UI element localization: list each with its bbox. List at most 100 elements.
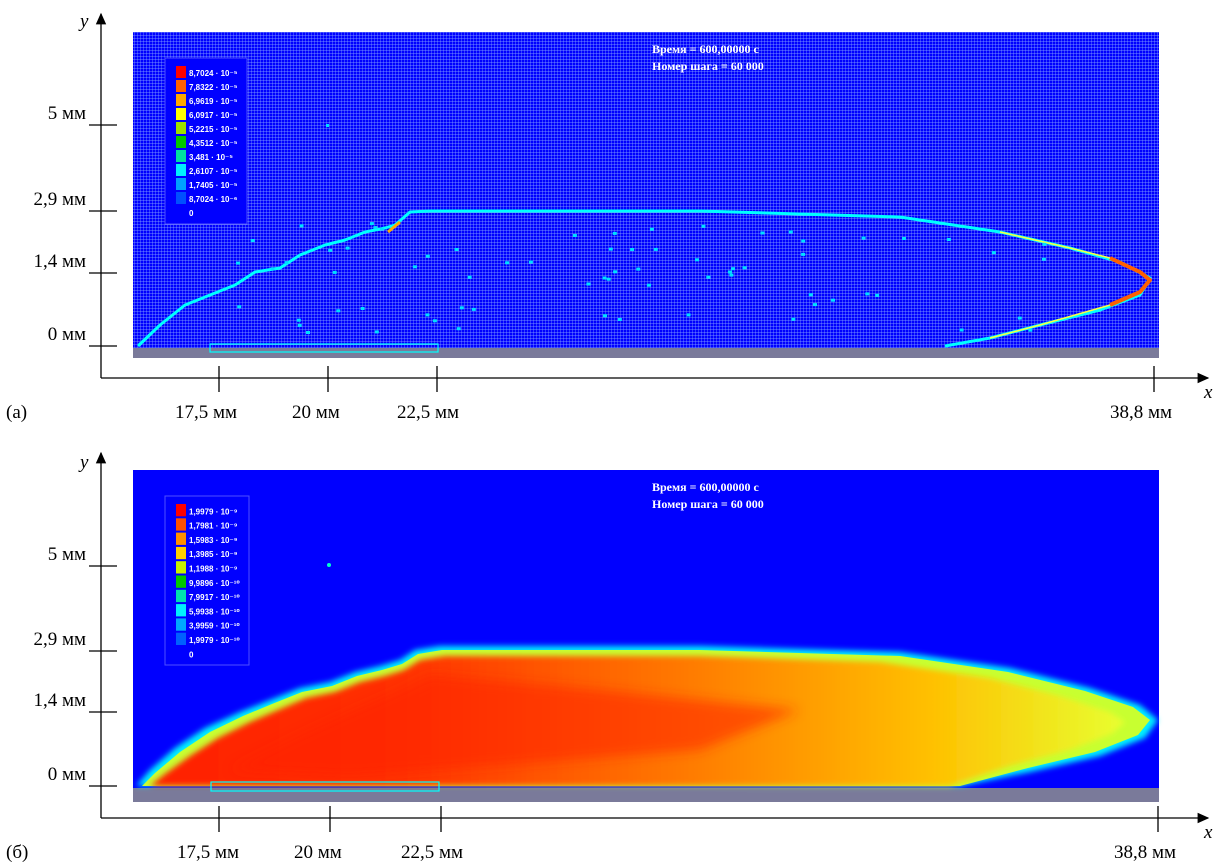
panel-b-legend: 1,9979 · 10⁻⁹ 1,7981 · 10⁻⁹ 1,5983 · 10⁻⁹ 1… bbox=[164, 495, 250, 666]
speckle bbox=[875, 293, 880, 297]
panel-a-label: (а) bbox=[6, 402, 27, 423]
legend-swatch bbox=[176, 150, 186, 162]
legend-label: 8,7024 · 10⁻⁵ bbox=[189, 69, 238, 78]
legend-label: 3,481 · 10⁻⁵ bbox=[189, 153, 233, 162]
panel-b-y-tick-label-2-9: 2,9 мм bbox=[33, 629, 86, 650]
legend-label: 3,9959 · 10⁻¹⁰ bbox=[189, 622, 240, 631]
legend-swatch bbox=[176, 94, 186, 106]
speckle bbox=[831, 298, 835, 302]
speckle bbox=[706, 275, 711, 279]
speckle bbox=[306, 331, 310, 334]
legend-swatch bbox=[176, 66, 186, 78]
speckle bbox=[379, 227, 384, 231]
panel-a-mesh-field bbox=[133, 32, 1159, 348]
legend-swatch bbox=[176, 546, 186, 560]
legend-label: 1,5983 · 10⁻⁹ bbox=[189, 536, 238, 545]
speckle bbox=[369, 222, 374, 226]
panel-a-plume-contour-warm bbox=[989, 231, 1111, 339]
legend-label: 7,8322 · 10⁻⁵ bbox=[189, 83, 238, 92]
panel-b-x-tick-label-38-8: 38,8 мм bbox=[1114, 842, 1176, 862]
panel-a-x-tick-label-22-5: 22,5 мм bbox=[397, 402, 459, 423]
speckle bbox=[959, 328, 964, 332]
speckle bbox=[572, 234, 577, 237]
speckle bbox=[454, 248, 459, 251]
speckle bbox=[297, 323, 302, 327]
speckle bbox=[653, 247, 658, 251]
speckle bbox=[299, 224, 304, 228]
speckle bbox=[425, 254, 430, 258]
speckle bbox=[801, 252, 806, 256]
speckle bbox=[602, 276, 607, 280]
panel-a-ground-strip bbox=[133, 348, 1159, 358]
legend-swatch bbox=[176, 192, 186, 204]
speckle bbox=[902, 237, 906, 240]
panel-a-y-tick-label-0: 0 мм bbox=[48, 324, 86, 345]
speckle bbox=[613, 270, 618, 274]
speckle bbox=[471, 307, 476, 311]
legend-swatch bbox=[176, 618, 186, 631]
legend-swatch bbox=[176, 532, 186, 545]
speckle bbox=[813, 303, 817, 307]
speckle bbox=[270, 267, 275, 271]
legend-swatch bbox=[176, 178, 186, 190]
panel-a-x-tick-label-38-8: 38,8 мм bbox=[1110, 402, 1172, 423]
panel-b-x-tick-label-17-5: 17,5 мм bbox=[177, 842, 239, 862]
legend-swatch bbox=[176, 504, 186, 517]
speckle bbox=[328, 248, 333, 252]
panel-b-time-text: Время = 600,00000 с bbox=[652, 480, 760, 494]
speckle bbox=[345, 246, 350, 250]
panel-b-y-tick-label-1-4: 1,4 мм bbox=[33, 690, 86, 711]
speckle bbox=[861, 236, 866, 240]
speckle bbox=[425, 313, 430, 317]
panel-b-label: (б) bbox=[6, 842, 28, 862]
speckle bbox=[801, 239, 806, 243]
panel-a-plume-contour-hot bbox=[1109, 256, 1152, 307]
speckle bbox=[742, 266, 747, 270]
speckle bbox=[1017, 316, 1022, 320]
speckle bbox=[528, 260, 533, 264]
legend-label: 6,0917 · 10⁻⁵ bbox=[189, 111, 238, 120]
panel-b-step-text: Номер шага = 60 000 bbox=[652, 497, 764, 511]
legend-swatch bbox=[176, 122, 186, 134]
speckle bbox=[332, 270, 337, 274]
panel-a-y-tick-label-2-9: 2,9 мм bbox=[33, 189, 86, 210]
speckle bbox=[1028, 328, 1033, 332]
legend-label: 0 bbox=[189, 650, 194, 659]
panel-a-legend: 8,7024 · 10⁻⁵ 7,8322 · 10⁻⁵ 6,9619 · 10⁻⁵ 6… bbox=[164, 57, 248, 225]
speckle bbox=[946, 238, 951, 241]
speckle bbox=[686, 313, 691, 317]
panel-a-x-tick-label-20: 20 мм bbox=[292, 402, 340, 423]
speckle bbox=[467, 275, 472, 279]
legend-swatch bbox=[176, 632, 186, 645]
panel-b-x-tick-label-20: 20 мм bbox=[294, 842, 342, 862]
panel-a-y-tick-label-5: 5 мм bbox=[48, 103, 86, 124]
legend-swatch bbox=[176, 604, 186, 617]
speckle bbox=[336, 309, 341, 313]
legend-label: 4,3512 · 10⁻⁵ bbox=[189, 139, 238, 148]
speckle bbox=[360, 307, 365, 310]
speckle bbox=[459, 306, 464, 310]
legend-label: 5,9938 · 10⁻¹⁰ bbox=[189, 607, 240, 616]
legend-swatch bbox=[176, 80, 186, 92]
speckle bbox=[603, 314, 607, 318]
speckle bbox=[284, 261, 289, 265]
legend-label: 1,9979 · 10⁻¹⁰ bbox=[189, 636, 240, 645]
speckle bbox=[1041, 257, 1046, 261]
panel-a-axes: y x 5 мм 2,9 мм 1,4 мм 0 мм 17,5 мм 20 м… bbox=[33, 11, 1213, 423]
panel-b-y-tick-label-0: 0 мм bbox=[48, 764, 86, 785]
legend-swatch bbox=[176, 561, 186, 574]
speckle bbox=[586, 282, 591, 286]
legend-label: 8,7024 · 10⁻⁶ bbox=[189, 195, 238, 204]
legend-swatch bbox=[176, 589, 186, 603]
speckle bbox=[432, 319, 437, 323]
speckle bbox=[412, 265, 417, 269]
panel-a-speckles bbox=[236, 124, 1047, 334]
speckle bbox=[374, 330, 379, 334]
legend-swatch bbox=[176, 108, 186, 120]
speckle bbox=[373, 226, 378, 230]
panel-a-y-axis-name: y bbox=[78, 11, 89, 32]
speckle bbox=[865, 292, 870, 296]
panel-a: Время = 600,00000 с Номер шага = 60 000 … bbox=[6, 32, 1159, 423]
speckle bbox=[729, 273, 734, 277]
